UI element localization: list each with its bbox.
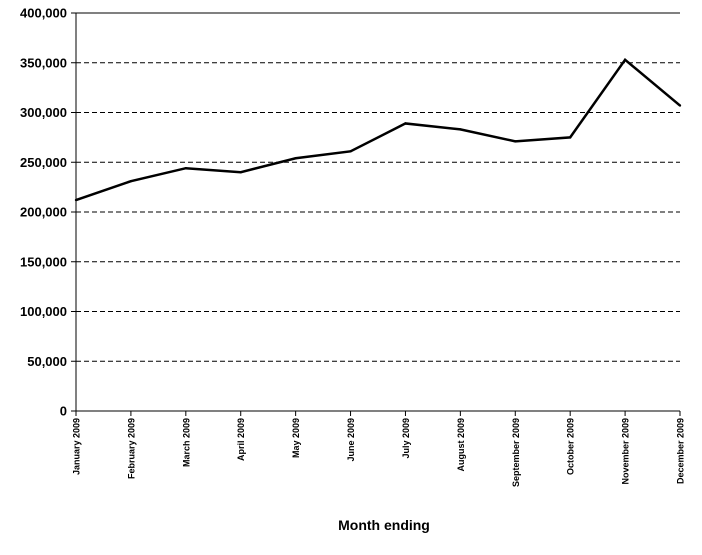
- data-point: [239, 171, 242, 174]
- y-tick-label: 150,000: [20, 254, 67, 269]
- x-tick-label: November 2009: [621, 418, 631, 485]
- x-tick-label: October 2009: [566, 418, 576, 475]
- data-point: [74, 198, 78, 202]
- x-axis-title: Month ending: [338, 517, 430, 533]
- x-tick-label: August 2009: [456, 418, 466, 472]
- x-tick-label: April 2009: [236, 418, 246, 461]
- data-point: [294, 157, 297, 160]
- y-tick-label: 200,000: [20, 205, 67, 220]
- data-point: [623, 58, 627, 61]
- data-point: [349, 150, 352, 153]
- data-point: [404, 122, 407, 125]
- x-tick-label: May 2009: [291, 418, 301, 458]
- x-tick-label: February 2009: [126, 418, 136, 479]
- data-point: [129, 179, 133, 183]
- data-point: [568, 136, 572, 139]
- series-group: [74, 57, 682, 202]
- y-tick-label: 250,000: [20, 155, 67, 170]
- data-point: [459, 128, 462, 131]
- series-line: [75, 57, 681, 202]
- data-point: [678, 104, 682, 107]
- gridlines: [76, 12, 680, 362]
- y-tick-label: 300,000: [20, 105, 67, 120]
- y-tick-label: 0: [60, 404, 67, 419]
- x-tick-label: March 2009: [181, 418, 191, 467]
- x-tick-label: January 2009: [72, 418, 82, 475]
- x-axis-ticks: January 2009 February 2009 March 2009 April…: [72, 411, 686, 487]
- x-tick-label: December 2009: [676, 418, 686, 484]
- y-tick-label: 400,000: [20, 6, 67, 21]
- data-point: [184, 167, 188, 170]
- y-tick-label: 350,000: [20, 55, 67, 70]
- y-tick-label: 100,000: [20, 304, 67, 319]
- y-axis-ticks: 0 50,000 100,000 150,000 200,000 250,000 300,0…: [20, 6, 76, 419]
- x-tick-label: September 2009: [511, 418, 521, 487]
- data-point: [514, 140, 517, 143]
- x-tick-label: June 2009: [346, 418, 356, 462]
- x-tick-label: July 2009: [401, 418, 411, 459]
- y-tick-label: 50,000: [27, 354, 67, 369]
